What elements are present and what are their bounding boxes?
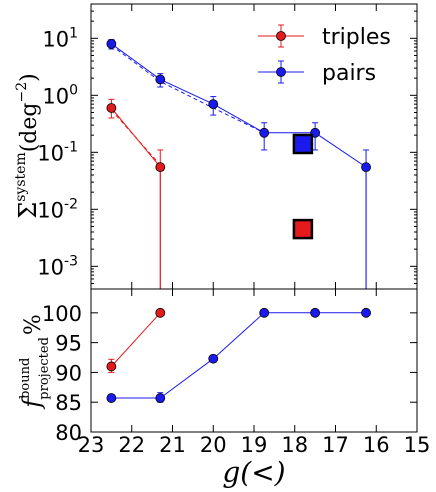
ylabel-unit: (deg	[17, 103, 42, 153]
top-y-axis-label: Σsystem(deg−2)	[13, 73, 42, 218]
bottom-y-axis-label: fbound projected%	[18, 314, 52, 410]
top-ytick-label-4: 10-3	[37, 253, 78, 279]
ylabel-close: )	[17, 73, 42, 82]
top-triples-line	[111, 107, 161, 289]
top-pairs-point-0	[106, 38, 117, 49]
top-pairs-dashed-line	[111, 44, 265, 134]
legend-pairs-label: pairs	[322, 61, 376, 86]
x-axis-label: g(<)	[222, 456, 285, 489]
bottom-ticks: 23 22 21 20 19 18 17 16 15 80 85 90 95 100	[42, 289, 430, 457]
x-tick-label-7: 16	[363, 433, 390, 457]
x-tick-label-4: 19	[241, 433, 268, 457]
bottom-ytick-label-1: 85	[55, 391, 82, 415]
bottom-pairs-point-4	[310, 307, 321, 318]
bottom-pairs-point-2	[208, 353, 219, 364]
x-tick-label-3: 20	[200, 433, 227, 457]
bottom-triples-point-0	[106, 361, 117, 372]
legend-triples-marker	[276, 31, 286, 41]
ylabel2-unit: %	[21, 314, 46, 335]
bottom-pairs-point-3	[259, 307, 270, 318]
ylabel2-sub: projected	[37, 337, 52, 400]
legend-pairs-marker	[276, 67, 286, 77]
bottom-triples-line	[111, 312, 161, 367]
bottom-ytick-label-0: 80	[55, 421, 82, 445]
top-y-ticks: 101 100 10-1 10-2 10-3	[37, 4, 418, 289]
top-pairs-point-5	[361, 162, 371, 173]
bottom-ytick-label-3: 95	[55, 332, 82, 356]
top-triples-square-1	[292, 218, 314, 240]
bottom-pairs-line	[111, 312, 367, 399]
ylabel-sup: system	[13, 152, 29, 201]
ylabel-unit-sup: −2	[14, 82, 30, 103]
svg-text:Σsystem(deg−2): Σsystem(deg−2)	[13, 73, 42, 218]
top-plot-marks	[106, 38, 371, 290]
top-ytick-label-3: 10-2	[37, 196, 78, 222]
bottom-ytick-label-2: 90	[55, 361, 82, 385]
x-tick-label-1: 22	[118, 433, 145, 457]
top-ytick-label-1: 100	[42, 82, 78, 108]
ylabel-base: Σ	[14, 202, 42, 219]
top-pairs-point-3	[259, 127, 270, 138]
bottom-plot-marks	[106, 307, 371, 403]
top-pairs-point-1	[155, 74, 166, 85]
x-tick-label-2: 21	[159, 433, 186, 457]
bottom-pairs-point-5	[361, 307, 371, 318]
top-ytick-label-2: 10-1	[37, 139, 78, 165]
x-tick-label-8: 15	[404, 433, 431, 457]
x-tick-label-5: 18	[281, 433, 308, 457]
top-triples-point-1	[155, 162, 166, 173]
top-pairs-square-0	[292, 133, 314, 155]
bottom-pairs-point-1	[155, 393, 166, 403]
ylabel2-sup: bound	[18, 358, 33, 399]
legend-triples-label: triples	[322, 25, 391, 50]
x-tick-label-0: 23	[78, 433, 105, 457]
bottom-triples-point-1	[155, 307, 166, 318]
top-panel: 101 100 10-1 10-2 10-3 triples pairs Σsystem(…	[13, 3, 418, 290]
x-tick-label-6: 17	[322, 433, 349, 457]
top-pairs-point-2	[208, 99, 219, 110]
bottom-ytick-label-4: 100	[42, 302, 82, 326]
top-triples-point-0	[106, 103, 117, 113]
bottom-pairs-point-0	[106, 393, 117, 403]
top-ytick-label-0: 101	[42, 25, 78, 51]
legend: triples pairs	[258, 24, 391, 86]
